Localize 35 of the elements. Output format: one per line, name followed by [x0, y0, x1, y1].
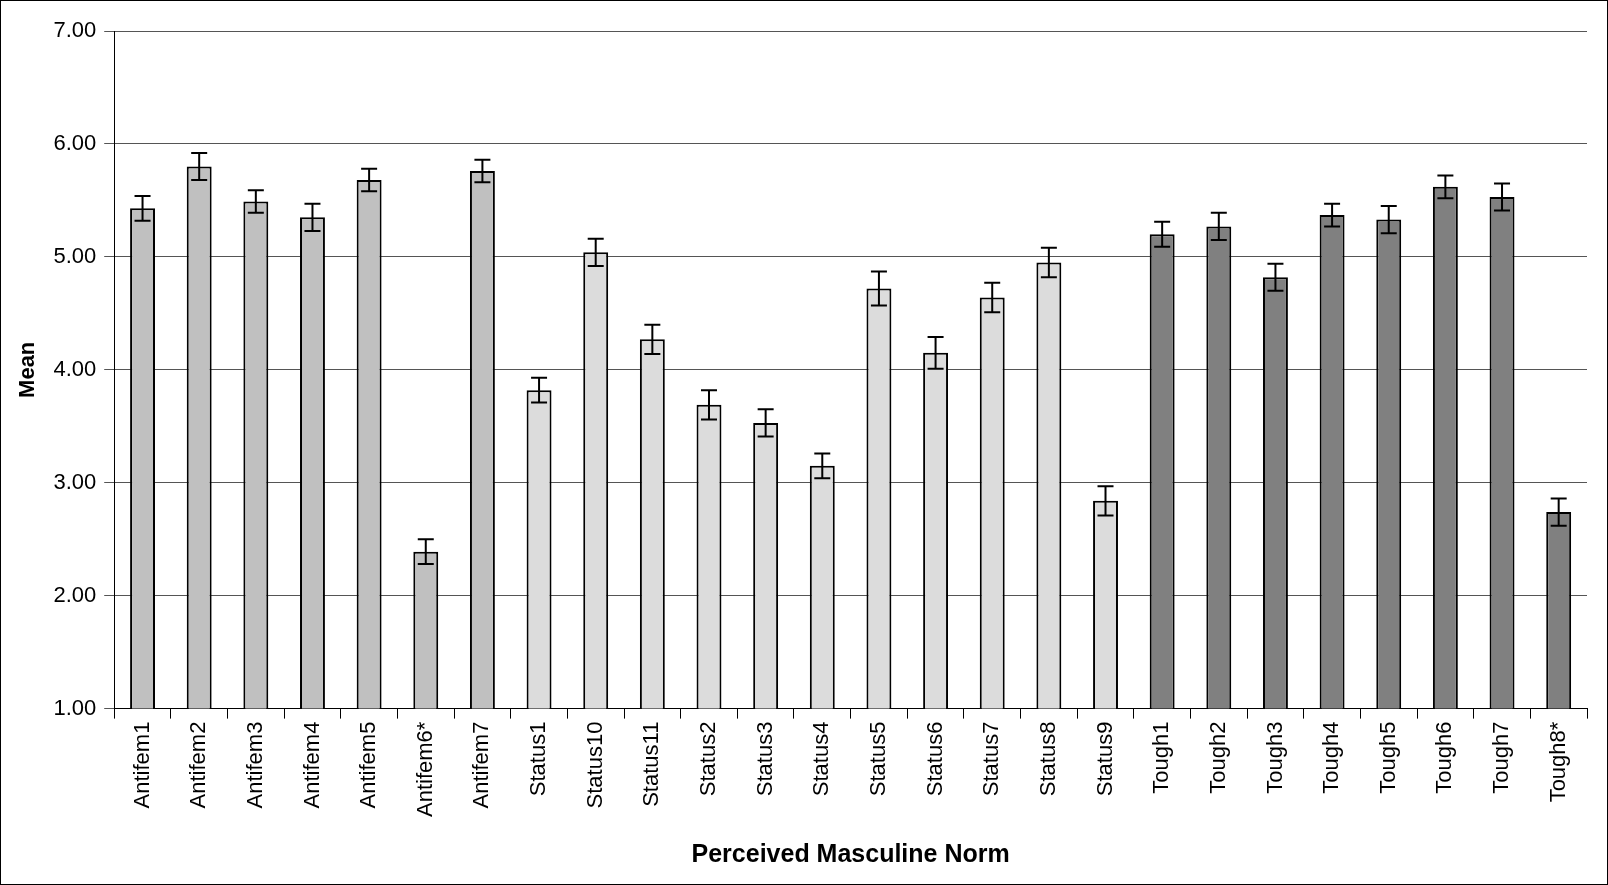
- x-tick-label: Antifem4: [298, 721, 324, 809]
- x-tick-label: Antifem7: [468, 721, 494, 809]
- x-tick-label: Status2: [695, 721, 721, 797]
- x-tick-label: Status10: [581, 721, 607, 809]
- x-tick-label: Antifem3: [241, 721, 267, 809]
- x-axis-title: Perceived Masculine Norm: [691, 838, 1010, 867]
- y-tick-label: 6.00: [53, 130, 97, 155]
- y-tick-label: 2.00: [53, 581, 97, 607]
- x-tick-label: Tough2: [1204, 721, 1230, 794]
- y-tick-label: 1.00: [53, 694, 97, 720]
- x-tick-label: Status4: [808, 721, 834, 797]
- x-tick-label: Tough6: [1431, 721, 1457, 794]
- x-tick-label: Status11: [638, 721, 664, 807]
- y-tick-label: 3.00: [53, 468, 97, 494]
- x-tick-label: Tough5: [1374, 721, 1400, 794]
- x-tick-label: Status3: [751, 721, 777, 797]
- x-tick-label: Antifem6*: [411, 721, 437, 818]
- y-tick-label: 5.00: [53, 242, 97, 268]
- y-axis-title: Mean: [14, 341, 40, 398]
- x-tick-label: Tough8*: [1544, 721, 1570, 803]
- x-tick-label: Status6: [921, 721, 947, 797]
- x-tick-label: Tough3: [1261, 721, 1287, 794]
- x-tick-label: Antifem5: [355, 721, 381, 809]
- x-tick-label: Status9: [1091, 721, 1117, 797]
- x-tick-label: Tough4: [1318, 721, 1344, 794]
- x-tick-label: Tough7: [1488, 721, 1514, 794]
- y-tick-label: 7.00: [53, 17, 97, 43]
- x-tick-label: Status1: [525, 721, 551, 797]
- x-tick-label: Status5: [864, 721, 890, 797]
- x-tick-label: Antifem2: [185, 721, 211, 809]
- x-tick-label: Status8: [1034, 721, 1060, 797]
- x-tick-label: Antifem1: [128, 721, 154, 809]
- x-tick-label: Tough1: [1148, 721, 1174, 794]
- x-tick-label: Status7: [978, 721, 1004, 797]
- y-tick-label: 4.00: [53, 355, 97, 381]
